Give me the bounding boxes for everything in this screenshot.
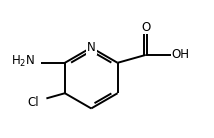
Text: OH: OH bbox=[172, 48, 190, 61]
Text: Cl: Cl bbox=[27, 96, 39, 109]
Text: O: O bbox=[141, 21, 150, 34]
Text: H$_2$N: H$_2$N bbox=[11, 54, 36, 69]
Text: N: N bbox=[87, 41, 96, 54]
